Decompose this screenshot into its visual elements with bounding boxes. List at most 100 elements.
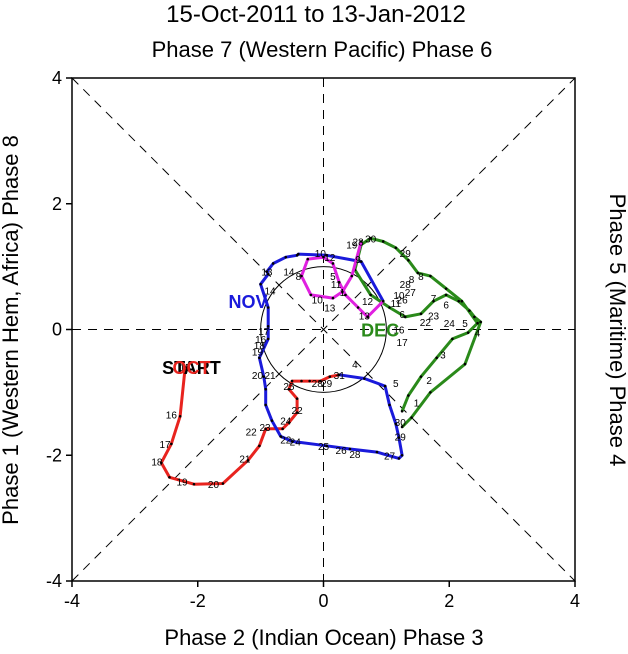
series-point-oct — [300, 379, 303, 383]
series-point-nov — [348, 447, 352, 451]
point-label: 9 — [355, 255, 361, 266]
series-point-oct — [159, 461, 163, 465]
point-label: 17 — [159, 440, 171, 451]
point-label: 4 — [352, 360, 358, 371]
series-point-dec — [476, 321, 479, 325]
point-label: 10 — [312, 295, 324, 306]
point-label: 24 — [280, 417, 292, 428]
series-point-dec — [429, 274, 432, 278]
series-point-dec — [400, 425, 404, 429]
point-label: 15 — [180, 363, 192, 374]
series-point-dec — [457, 299, 460, 303]
series-point-jan — [381, 299, 385, 303]
point-label: 24 — [444, 319, 456, 330]
y-tick-label: 0 — [52, 320, 62, 340]
series-point-oct — [183, 365, 187, 369]
series-point-nov — [359, 260, 363, 263]
series-point-nov — [270, 419, 274, 422]
point-label: 5 — [330, 272, 336, 283]
series-point-nov — [266, 325, 270, 328]
series-line-jan — [300, 241, 385, 319]
series-point-jan — [300, 274, 303, 278]
annotation-oct: OCT — [172, 358, 210, 378]
series-point-nov — [325, 444, 328, 448]
point-label: 6 — [443, 300, 449, 311]
amplitude-circle — [260, 266, 387, 393]
y-axis-label-right: Phase 5 (Maritime) Phase 4 — [605, 194, 628, 467]
point-label: 10 — [315, 249, 327, 260]
series-point-dec — [407, 259, 410, 262]
series-point-dec — [381, 240, 385, 243]
point-label: 29 — [321, 379, 333, 390]
point-label: 19 — [252, 348, 264, 359]
series-point-jan — [331, 262, 335, 265]
series-point-dec — [369, 237, 372, 240]
series-point-nov — [258, 356, 261, 360]
point-label: 19 — [176, 478, 188, 489]
series-point-jan — [337, 281, 341, 284]
point-label: 24 — [290, 437, 302, 448]
series-point-dec — [419, 312, 423, 316]
point-label: 7 — [431, 294, 437, 305]
point-label: 22 — [246, 427, 258, 438]
series-point-oct — [287, 387, 291, 391]
point-label: 28 — [349, 450, 361, 461]
point-label: 21 — [264, 371, 276, 382]
series-point-jan — [341, 290, 344, 294]
point-label: 13 — [324, 303, 336, 314]
series-point-oct — [295, 411, 299, 414]
series-point-jan — [359, 240, 363, 243]
series-point-oct — [308, 379, 311, 383]
chart-title: 15-Oct-2011 to 13-Jan-2012 — [166, 1, 466, 28]
series-point-oct — [287, 421, 291, 424]
series-point-jan — [356, 306, 360, 309]
series-point-oct — [168, 475, 171, 479]
series-point-dec — [400, 409, 404, 413]
series-point-jan — [344, 293, 347, 297]
point-label: 11 — [331, 280, 342, 291]
series-point-dec — [403, 315, 407, 319]
point-label: 18 — [254, 341, 266, 352]
series-point-nov — [400, 453, 404, 457]
series-point-jan — [350, 274, 354, 278]
series-point-nov — [363, 377, 366, 380]
point-label: 11 — [391, 299, 402, 310]
point-label: 14 — [264, 287, 276, 298]
series-point-oct — [290, 379, 294, 383]
point-label: 16 — [166, 410, 178, 421]
series-point-dec — [416, 271, 420, 275]
point-label: 29 — [395, 432, 407, 443]
series-point-nov — [375, 450, 379, 454]
point-label: 8 — [418, 272, 424, 283]
point-label: 28 — [312, 379, 324, 390]
series-point-nov — [259, 282, 262, 286]
point-label: 29 — [400, 249, 412, 260]
point-label: 5 — [393, 379, 399, 390]
series-point-nov — [264, 403, 267, 407]
series-point-dec — [479, 320, 482, 324]
series-point-jan — [306, 257, 310, 261]
point-label: 1 — [414, 398, 420, 409]
point-label: 13 — [261, 268, 273, 279]
series-point-nov — [265, 270, 269, 273]
point-label: 30 — [395, 418, 407, 429]
series-point-oct — [246, 458, 250, 462]
series-point-nov — [397, 436, 401, 439]
point-label: 18 — [151, 458, 163, 469]
point-label: 25 — [318, 442, 330, 453]
series-point-dec — [451, 337, 454, 341]
series-point-nov — [290, 440, 294, 443]
series-point-dec — [444, 293, 448, 297]
series-point-dec — [466, 331, 470, 334]
point-label: 27 — [405, 288, 417, 299]
point-label: 8 — [409, 275, 415, 286]
y-tick-label: 2 — [52, 194, 62, 214]
point-label: 17 — [258, 327, 270, 338]
series-point-nov — [264, 387, 267, 391]
point-label: 16 — [255, 335, 267, 346]
point-label: 5 — [462, 319, 468, 330]
y-axis-label-left: Phase 1 (Western Hem, Africa) Phase 8 — [0, 135, 23, 525]
point-label: 10 — [393, 291, 405, 302]
point-label: 23 — [428, 312, 440, 323]
